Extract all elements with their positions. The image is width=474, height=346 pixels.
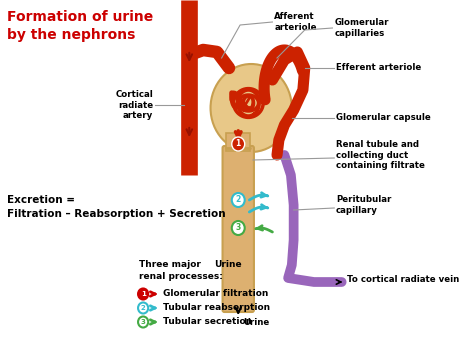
Text: Excretion =
Filtration – Reabsorption + Secretion: Excretion = Filtration – Reabsorption + … bbox=[8, 195, 226, 219]
FancyBboxPatch shape bbox=[226, 133, 250, 151]
Text: 1: 1 bbox=[236, 139, 241, 148]
Text: 2: 2 bbox=[236, 195, 241, 204]
Text: Tubular secretion: Tubular secretion bbox=[163, 318, 252, 327]
Circle shape bbox=[232, 193, 245, 207]
Text: 2: 2 bbox=[141, 305, 146, 311]
Circle shape bbox=[232, 137, 245, 151]
Circle shape bbox=[138, 317, 148, 328]
Text: Renal tubule and
collecting duct
containing filtrate: Renal tubule and collecting duct contain… bbox=[336, 140, 425, 170]
Text: Tubular reabsorption: Tubular reabsorption bbox=[163, 303, 270, 312]
Circle shape bbox=[232, 221, 245, 235]
Text: Glomerular capsule: Glomerular capsule bbox=[336, 113, 431, 122]
Text: Glomerular
capillaries: Glomerular capillaries bbox=[334, 18, 389, 38]
Text: 1: 1 bbox=[141, 291, 146, 297]
FancyBboxPatch shape bbox=[223, 146, 254, 312]
Text: Glomerular filtration: Glomerular filtration bbox=[163, 290, 268, 299]
Text: 3: 3 bbox=[141, 319, 146, 325]
Text: Peritubular
capillary: Peritubular capillary bbox=[336, 195, 392, 215]
Ellipse shape bbox=[210, 64, 292, 152]
Text: Formation of urine
by the nephrons: Formation of urine by the nephrons bbox=[8, 10, 154, 43]
Text: Efferent arteriole: Efferent arteriole bbox=[336, 64, 421, 73]
Circle shape bbox=[138, 289, 148, 300]
Text: Urine: Urine bbox=[243, 318, 269, 327]
Text: Cortical
radiate
artery: Cortical radiate artery bbox=[116, 90, 153, 120]
Text: Three major
renal processes:: Three major renal processes: bbox=[138, 260, 222, 281]
Text: To cortical radiate vein: To cortical radiate vein bbox=[347, 275, 459, 284]
Text: Urine: Urine bbox=[214, 260, 242, 269]
Text: Afferent
arteriole: Afferent arteriole bbox=[274, 12, 317, 32]
Circle shape bbox=[138, 302, 148, 313]
Text: 3: 3 bbox=[236, 224, 241, 233]
